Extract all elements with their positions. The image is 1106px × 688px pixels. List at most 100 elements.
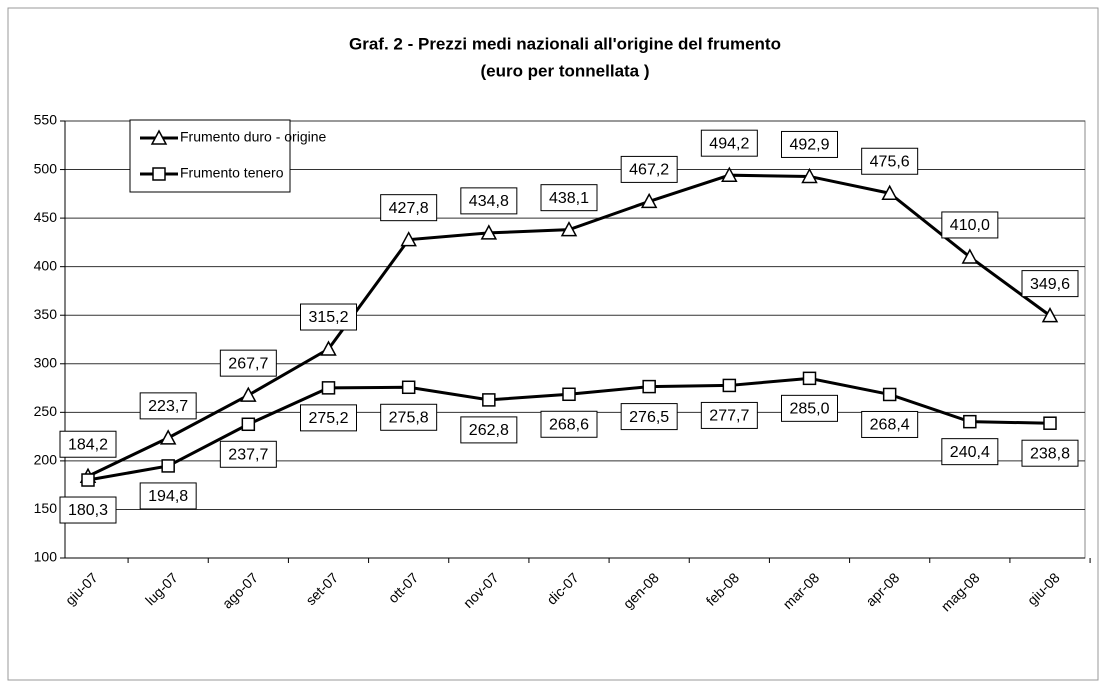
y-tick-label: 200 [34, 452, 58, 468]
chart-title: Graf. 2 - Prezzi medi nazionali all'orig… [349, 34, 781, 53]
data-point [640, 192, 658, 209]
data-label: 410,0 [950, 217, 990, 234]
data-label: 268,4 [870, 417, 910, 434]
data-point [801, 167, 818, 184]
data-label-bg [540, 410, 598, 438]
y-tick-label: 150 [34, 500, 58, 516]
data-label-bg [219, 349, 277, 377]
data-label: 494,2 [709, 135, 749, 152]
data-label-box: 238,8 [1021, 439, 1079, 467]
y-tick-label: 500 [34, 160, 58, 176]
data-point [240, 386, 257, 402]
data-label-box: 494,2 [700, 129, 758, 157]
data-label-box: 277,7 [700, 401, 758, 429]
data-point [642, 379, 656, 394]
data-label-bg [540, 184, 598, 212]
data-point [400, 231, 417, 247]
data-label-box: 410,0 [941, 211, 999, 239]
data-label-bg [59, 430, 117, 458]
legend-label: Frumento tenero [180, 165, 284, 181]
legend-marker [150, 129, 168, 145]
data-label-bg [139, 392, 197, 420]
data-label-bg [620, 403, 678, 431]
data-label-box: 467,2 [620, 155, 678, 183]
data-label: 438,1 [549, 190, 589, 207]
data-label-bg [300, 404, 357, 432]
data-label: 180,3 [68, 502, 108, 519]
data-label-box: 180,3 [59, 496, 117, 524]
data-label-box: 194,8 [139, 482, 197, 510]
data-label: 475,6 [870, 153, 910, 170]
data-point [401, 380, 416, 395]
data-label-box: 237,7 [219, 440, 277, 468]
data-label-box: 275,2 [300, 404, 357, 432]
data-label: 276,5 [629, 409, 669, 426]
data-label-bg [1021, 270, 1079, 298]
data-label-box: 223,7 [139, 392, 197, 420]
data-point [961, 248, 979, 264]
data-label: 262,8 [469, 422, 509, 439]
y-tick-label: 450 [34, 209, 58, 225]
data-point [161, 459, 175, 473]
data-point [81, 473, 95, 487]
chart-subtitle: (euro per tonnellata ) [480, 61, 649, 80]
data-label: 237,7 [228, 446, 268, 463]
data-label-box: 427,8 [380, 194, 438, 222]
data-label: 268,6 [549, 416, 589, 433]
data-label-bg [460, 187, 518, 215]
data-label-bg [861, 147, 919, 175]
data-point [722, 378, 737, 393]
data-label-box: 268,6 [540, 410, 598, 438]
data-label: 492,9 [789, 137, 829, 154]
data-label-bg [380, 194, 438, 222]
data-label-bg [460, 416, 518, 444]
y-tick-label: 400 [34, 257, 58, 273]
y-tick-label: 350 [34, 306, 58, 322]
data-label: 275,8 [389, 409, 429, 426]
data-label-box: 438,1 [540, 184, 598, 212]
data-label: 267,7 [228, 355, 268, 372]
data-label-bg [941, 211, 999, 239]
data-point [321, 381, 336, 395]
data-point [1041, 307, 1059, 323]
data-label-box: 492,9 [781, 130, 838, 158]
data-label: 434,8 [469, 193, 509, 210]
data-point [480, 224, 498, 240]
data-label-bg [700, 401, 758, 429]
data-point [802, 371, 817, 386]
data-point [562, 387, 576, 402]
data-label-box: 315,2 [300, 303, 357, 331]
data-point [882, 387, 897, 402]
data-label-box: 268,4 [861, 410, 919, 438]
data-label: 467,2 [629, 162, 669, 179]
data-point [320, 340, 337, 356]
data-label-bg [59, 496, 117, 524]
data-label-box: 276,5 [620, 403, 678, 431]
data-label-bg [700, 129, 758, 157]
data-label-bg [219, 440, 277, 468]
data-label-box: 285,0 [781, 394, 838, 422]
data-label-box: 240,4 [941, 438, 999, 466]
data-point [1043, 416, 1057, 430]
data-label-box: 184,2 [59, 430, 117, 458]
y-tick-label: 100 [34, 549, 58, 565]
data-label: 194,8 [148, 488, 188, 505]
data-label-box: 267,7 [219, 349, 277, 377]
data-label-box: 275,8 [380, 403, 438, 431]
data-label-bg [1021, 439, 1079, 467]
data-label-bg [139, 482, 197, 510]
data-label: 275,2 [308, 410, 348, 427]
data-point [159, 429, 177, 445]
data-label: 427,8 [389, 200, 429, 217]
data-label-bg [861, 410, 919, 438]
data-point [482, 393, 496, 407]
data-label-bg [380, 403, 438, 431]
data-point [963, 414, 977, 429]
y-tick-label: 550 [34, 112, 58, 128]
data-label-box: 262,8 [460, 416, 518, 444]
data-point [881, 184, 898, 201]
data-point [721, 166, 738, 182]
data-label: 349,6 [1030, 276, 1070, 293]
data-label: 315,2 [308, 309, 348, 326]
